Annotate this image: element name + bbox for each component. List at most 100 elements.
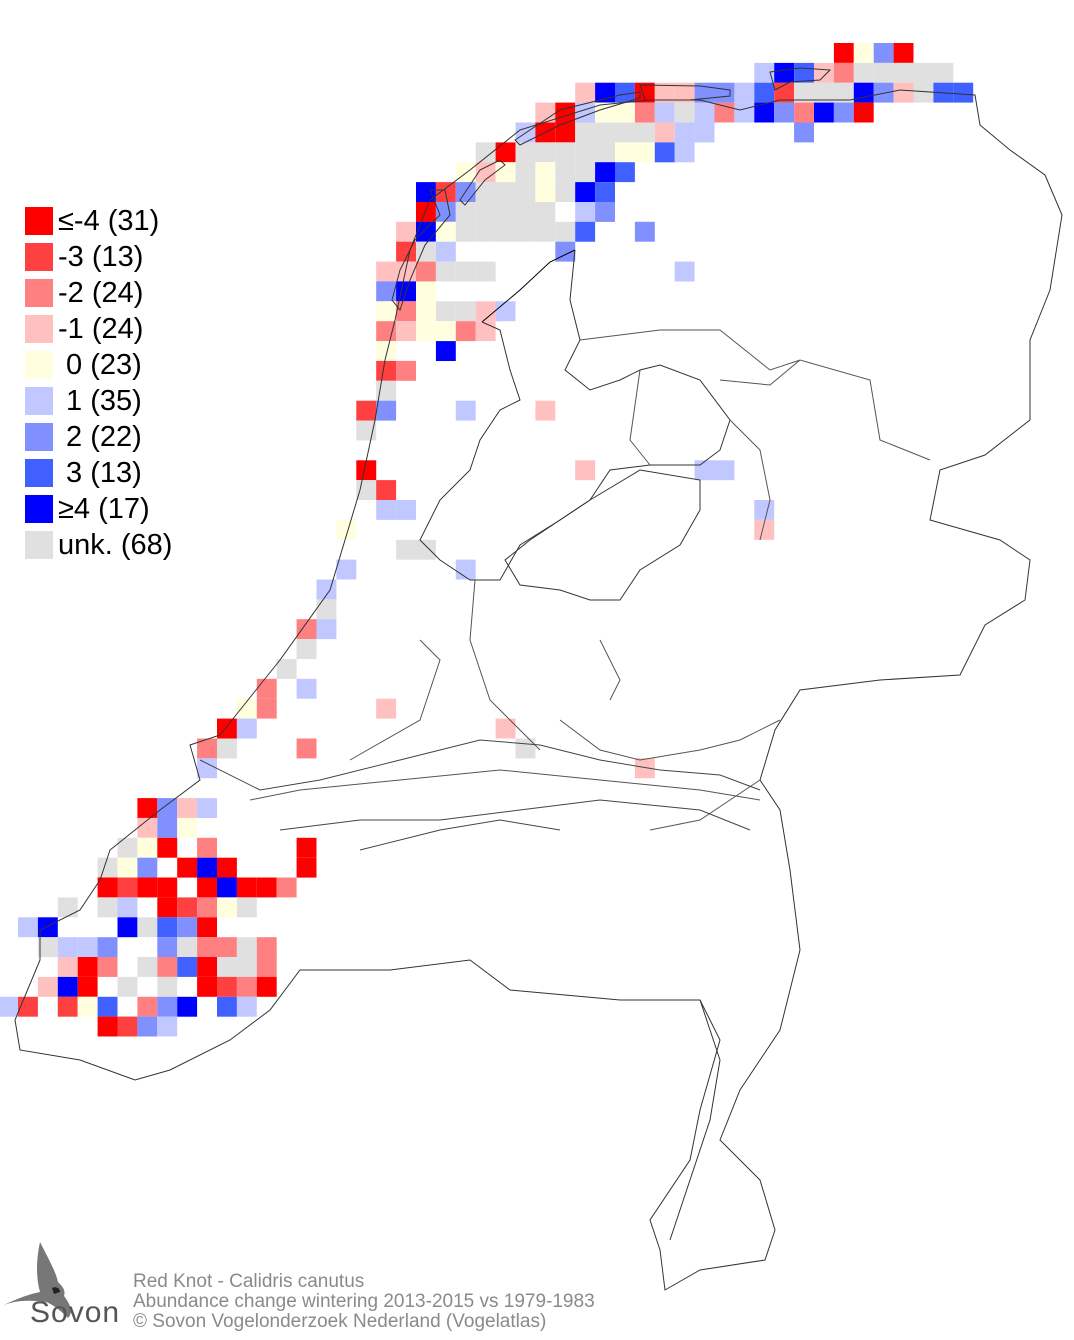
legend-item-minus2: -2 (24) [25, 275, 172, 311]
grid-cell-U [435, 301, 456, 322]
grid-cell-R4 [197, 917, 217, 938]
grid-cell-U [595, 122, 615, 143]
grid-cell-Z [615, 102, 635, 123]
grid-cell-Z [217, 897, 237, 918]
grid-cell-R3 [117, 877, 138, 898]
grid-cell-U [515, 738, 536, 759]
grid-cell-B1 [316, 579, 337, 600]
grid-cell-B1 [654, 102, 675, 123]
grid-cell-R1 [893, 82, 914, 103]
grid-cell-U [853, 62, 874, 83]
legend-item-plus3: 3 (13) [25, 455, 172, 491]
grid-cell-U [555, 142, 576, 163]
grid-cell-U [515, 202, 536, 222]
grid-cell-U [555, 162, 576, 183]
grid-cell-U [435, 261, 456, 282]
grid-cell-B4 [575, 182, 596, 202]
grid-cell-U [117, 837, 138, 858]
legend-item-zero: 0 (23) [25, 347, 172, 383]
grid-cell-B1 [0, 996, 18, 1017]
grid-cell-U [416, 539, 436, 560]
grid-cell-R1 [57, 957, 78, 977]
grid-cell-Z [177, 817, 198, 838]
grid-cell-B1 [734, 82, 755, 103]
grid-cell-R1 [475, 162, 496, 183]
grid-cell-Z [435, 221, 456, 242]
grid-cell-B4 [814, 102, 834, 123]
grid-cell-R4 [197, 877, 217, 898]
grid-cell-R2 [137, 996, 158, 1017]
grid-cell-B1 [18, 917, 38, 938]
grid-cell-U [575, 122, 596, 143]
grid-cell-B2 [137, 1016, 158, 1037]
grid-cell-Z [137, 837, 158, 858]
grid-cell-B3 [177, 957, 198, 977]
grid-cell-R3 [177, 897, 198, 918]
grid-cell-U [913, 62, 934, 83]
grid-cell-U [575, 162, 596, 183]
grid-cell-B1 [674, 261, 695, 282]
grid-cell-U [515, 221, 536, 242]
grid-cell-B2 [634, 221, 655, 242]
grid-cell-B1 [236, 996, 257, 1017]
grid-cell-R1 [654, 82, 675, 103]
grid-cell-U [475, 221, 496, 242]
grid-cell-U [236, 897, 257, 918]
grid-cell-R2 [256, 957, 277, 977]
grid-cell-Z [455, 162, 476, 183]
grid-cell-Z [77, 996, 98, 1017]
grid-cell-U [575, 142, 596, 163]
legend-swatch [25, 279, 53, 307]
legend-label: -1 (24) [58, 313, 144, 345]
grid-cell-R3 [217, 976, 237, 997]
grid-cell-R1 [575, 460, 596, 481]
grid-cell-R3 [356, 400, 377, 421]
province-borders [249, 329, 931, 831]
grid-cell-B1 [674, 122, 695, 143]
wadden-island-texel [391, 189, 451, 312]
grid-cell-Z [236, 698, 257, 719]
grid-cell-R4 [157, 877, 178, 898]
grid-cell-U [396, 539, 416, 560]
grid-cell-U [475, 182, 496, 202]
grid-cell-Z [117, 857, 138, 878]
wadden-island-terschelling [514, 91, 641, 146]
legend-swatch [25, 531, 53, 559]
grid-cell-U [495, 202, 516, 222]
legend: ≤-4 (31) -3 (13) -2 (24) -1 (24) 0 (23) … [25, 203, 172, 563]
grid-cell-R2 [217, 937, 237, 958]
grid-cell-R1 [396, 221, 416, 242]
grid-cell-B4 [416, 221, 436, 242]
limburg-meuse [669, 999, 721, 1241]
grid-cell-U [316, 599, 337, 620]
grid-cell-B1 [694, 460, 715, 481]
legend-label: 2 (22) [58, 421, 142, 453]
grid-cell-B4 [117, 917, 138, 938]
grid-cell-B3 [157, 917, 178, 938]
grid-cell-U [933, 62, 954, 83]
grid-cell-U [674, 102, 695, 123]
grid-cell-U [833, 82, 854, 103]
grid-cells [0, 43, 974, 1037]
grid-cell-B2 [376, 281, 397, 302]
grid-cell-B1 [316, 619, 337, 640]
legend-item-minus1: -1 (24) [25, 311, 172, 347]
grid-cell-B1 [674, 142, 695, 163]
grid-cell-R2 [197, 897, 217, 918]
grid-cell-U [117, 976, 138, 997]
grid-cell-R4 [356, 460, 377, 481]
grid-cell-B4 [595, 162, 615, 183]
grid-cell-U [615, 122, 635, 143]
grid-cell-B1 [197, 798, 217, 818]
grid-cell-R1 [535, 102, 556, 123]
grid-cell-B1 [455, 559, 476, 580]
grid-cell-B2 [157, 817, 178, 838]
grid-cell-R1 [814, 62, 834, 83]
grid-cell-B1 [157, 1016, 178, 1037]
grid-cell-U [57, 897, 78, 918]
species-name: Red Knot - Calidris canutus [133, 1271, 365, 1292]
legend-swatch [25, 459, 53, 487]
grid-cell-R4 [853, 102, 874, 123]
grid-cell-R4 [555, 122, 576, 143]
grid-cell-R4 [77, 957, 98, 977]
